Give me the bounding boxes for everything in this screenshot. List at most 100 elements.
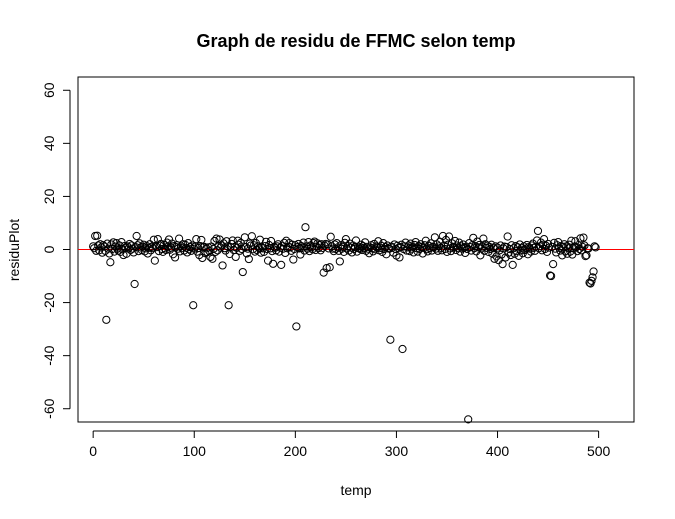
data-point	[240, 233, 249, 242]
data-point	[147, 242, 156, 251]
data-point	[177, 242, 186, 251]
data-point	[542, 247, 552, 256]
data-point	[590, 242, 599, 251]
y-axis: -60 -40 -20 0 20 40 60	[41, 82, 71, 419]
data-point	[316, 246, 325, 255]
data-point	[292, 322, 301, 331]
data-point	[325, 263, 334, 272]
data-point	[277, 260, 286, 269]
data-point	[255, 235, 265, 244]
data-point	[514, 251, 523, 260]
data-point	[481, 240, 490, 249]
chart-title: Graph de residu de FFMC selon temp	[196, 31, 515, 51]
data-point	[490, 254, 499, 263]
data-point	[186, 243, 195, 252]
data-point	[195, 250, 204, 260]
data-point	[496, 241, 505, 250]
data-point	[511, 241, 520, 251]
data-point	[103, 239, 112, 248]
data-point	[520, 245, 529, 255]
data-point	[247, 232, 256, 241]
data-point	[578, 242, 587, 251]
y-axis-label: residuPlot	[6, 219, 22, 281]
data-point	[398, 344, 407, 354]
data-point	[533, 226, 543, 236]
data-point	[269, 259, 278, 268]
data-point	[549, 260, 558, 269]
y-tick-label: -20	[41, 292, 57, 312]
x-tick-label: 500	[587, 443, 611, 459]
data-point	[579, 233, 588, 242]
data-point	[444, 232, 454, 241]
data-point	[338, 242, 347, 251]
data-point	[330, 240, 339, 249]
data-point	[573, 246, 582, 256]
data-point	[259, 247, 269, 256]
data-point	[132, 231, 141, 241]
data-point	[184, 239, 193, 248]
data-point	[107, 240, 116, 249]
data-point	[488, 249, 497, 258]
y-tick-label: 0	[41, 245, 57, 253]
data-point	[206, 252, 215, 262]
data-point	[589, 267, 598, 276]
data-point	[256, 248, 266, 257]
data-point	[476, 251, 485, 260]
data-point	[504, 248, 513, 257]
data-point	[591, 243, 600, 252]
data-point	[450, 236, 460, 246]
data-point	[170, 253, 180, 262]
data-point	[288, 240, 297, 249]
x-tick-label: 300	[385, 443, 409, 459]
data-point	[332, 239, 341, 248]
data-point	[224, 301, 233, 310]
x-tick-label: 400	[486, 443, 510, 459]
data-point	[581, 252, 590, 261]
data-point	[379, 239, 388, 248]
data-point	[326, 232, 335, 241]
data-point	[208, 254, 217, 263]
data-point	[506, 250, 515, 260]
data-point	[106, 258, 115, 267]
data-point	[204, 243, 213, 252]
data-point	[386, 335, 395, 344]
x-axis-label: temp	[340, 482, 371, 498]
data-point	[129, 248, 138, 257]
data-point	[281, 248, 290, 258]
data-point	[130, 279, 139, 289]
data-point	[205, 246, 214, 256]
data-point	[110, 247, 119, 256]
data-point	[174, 234, 184, 243]
data-point	[210, 236, 219, 246]
y-tick-label: 60	[41, 82, 57, 98]
data-point	[544, 243, 554, 252]
data-point	[244, 254, 253, 264]
data-point	[430, 233, 439, 242]
data-point	[192, 235, 201, 244]
data-point	[464, 415, 473, 424]
y-tick-label: -60	[41, 398, 57, 418]
data-point	[395, 253, 404, 262]
data-points	[89, 223, 600, 424]
data-point	[313, 239, 322, 248]
data-point	[466, 243, 475, 252]
data-point	[489, 244, 498, 253]
data-point	[218, 261, 227, 270]
data-point	[508, 260, 517, 269]
data-point	[401, 238, 410, 247]
data-point	[351, 236, 361, 245]
data-point	[164, 235, 174, 244]
data-point	[587, 276, 596, 285]
y-tick-label: 20	[41, 188, 57, 204]
data-point	[293, 243, 302, 252]
x-axis: 0 100 200 300 400 500	[89, 430, 611, 459]
data-point	[503, 232, 512, 241]
y-tick-label: 40	[41, 135, 57, 151]
data-point	[150, 256, 159, 265]
data-point	[237, 244, 246, 254]
data-point	[547, 271, 556, 281]
data-point	[576, 234, 585, 243]
data-point	[479, 234, 488, 243]
data-point	[93, 231, 102, 240]
x-tick-label: 200	[284, 443, 308, 459]
